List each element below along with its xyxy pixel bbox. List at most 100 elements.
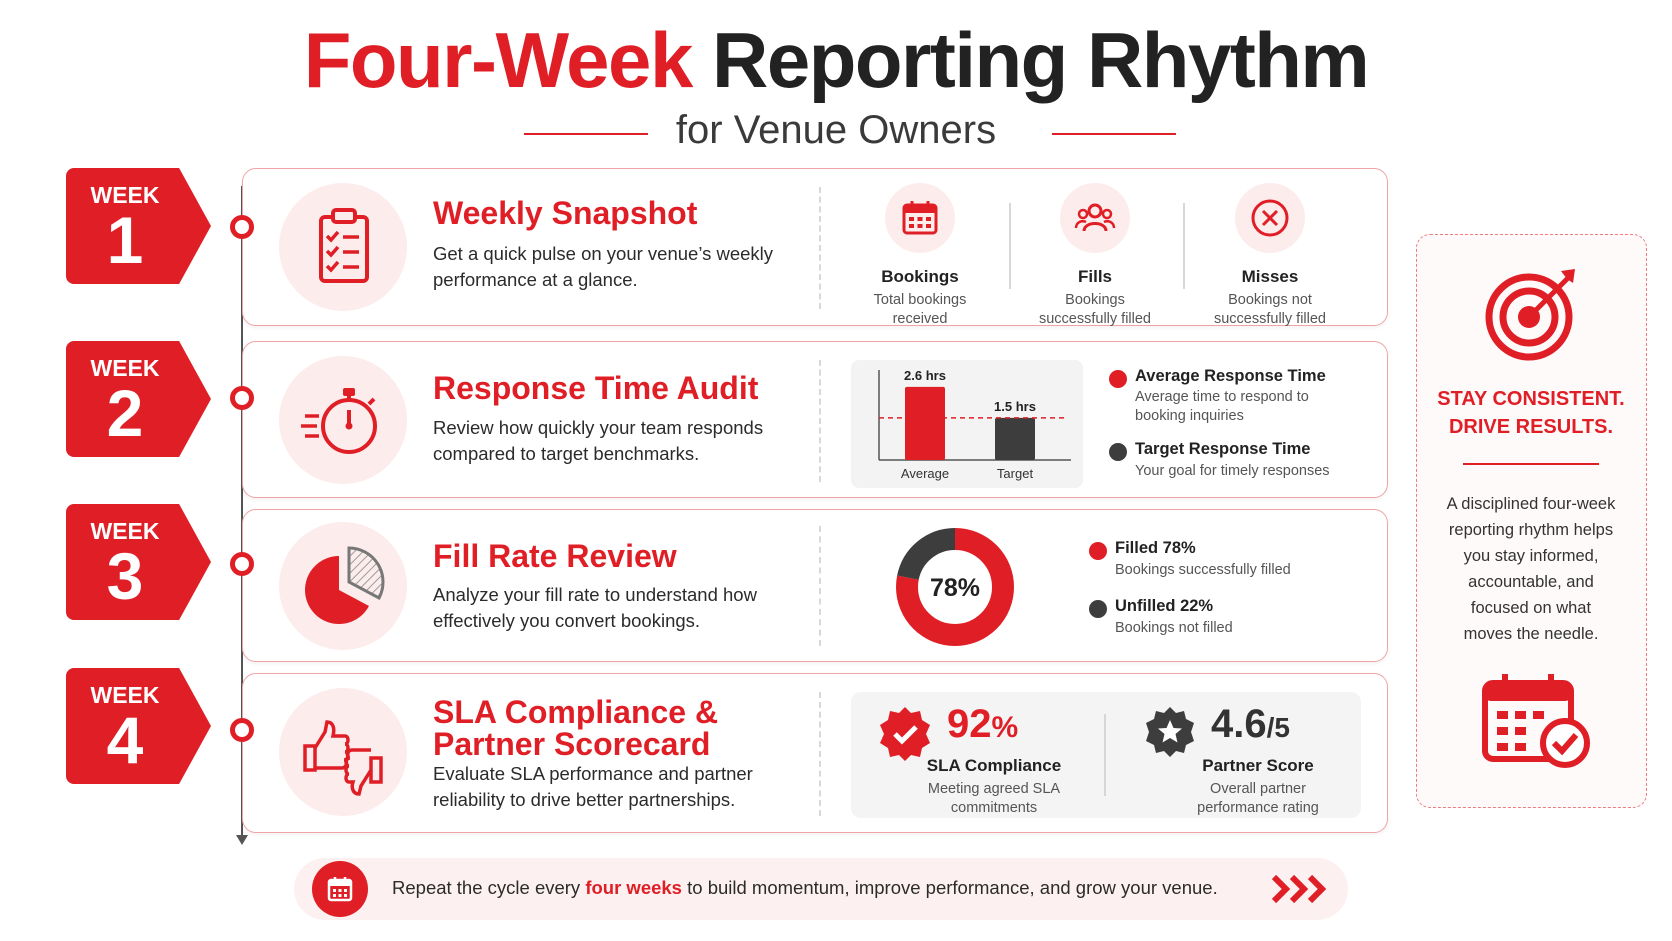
metric-desc-line: successfully filled <box>1038 310 1151 327</box>
metric-description: Bookings successfully filled <box>1010 291 1180 329</box>
week-number: 3 <box>106 539 144 613</box>
legend-desc-line: Average time to respond to <box>1135 389 1309 405</box>
x-circle-icon <box>1235 183 1305 253</box>
body-line: moves the needle. <box>1463 625 1599 644</box>
week-3-badge: WEEK 3 <box>66 504 211 620</box>
legend-target-desc: Your goal for timely responses <box>1135 463 1330 479</box>
people-icon <box>1060 183 1130 253</box>
week-4-description: Evaluate SLA performance and partner rel… <box>433 763 753 810</box>
metric-separator <box>1183 203 1185 289</box>
divider <box>819 187 821 309</box>
legend-unfilled-desc: Bookings not filled <box>1115 620 1233 636</box>
legend-dot-target <box>1109 443 1127 461</box>
calendar-icon <box>312 861 368 917</box>
title-line: Partner Scorecard <box>433 726 711 762</box>
divider <box>819 526 821 646</box>
metric-misses: Misses Bookings not successfully filled <box>1185 183 1355 327</box>
timeline-node-1 <box>230 215 254 239</box>
footer-highlight: four weeks <box>585 877 682 898</box>
timeline-arrow-icon <box>236 835 248 845</box>
footer-message: Repeat the cycle every four weeks to bui… <box>392 877 1218 899</box>
sla-description: Meeting agreed SLA commitments <box>899 780 1089 818</box>
week-label: WEEK <box>90 182 160 208</box>
response-time-chart: 2.6 hrs Average 1.5 hrs Target <box>851 360 1083 488</box>
bar-target <box>995 417 1035 460</box>
bar-category-label: Average <box>901 466 949 481</box>
week-4-badge: WEEK 4 <box>66 668 211 784</box>
badge-check-icon <box>880 707 930 761</box>
week-1-description: Get a quick pulse on your venue’s weekly… <box>433 243 774 290</box>
body-line: reporting rhythm helps <box>1448 521 1614 540</box>
sla-desc-line: commitments <box>950 799 1038 816</box>
metric-separator <box>1009 203 1011 289</box>
week-3-description: Analyze your fill rate to understand how… <box>433 584 757 631</box>
divider <box>819 692 821 816</box>
timeline-node-3 <box>230 552 254 576</box>
partner-number: 4.6 <box>1211 702 1267 746</box>
week-2-card: Response Time Audit Review how quickly y… <box>242 341 1388 498</box>
headline-line: STAY CONSISTENT. <box>1437 388 1625 410</box>
metric-description: Bookings not successfully filled <box>1185 291 1355 329</box>
scorecard-separator <box>1104 714 1106 796</box>
legend-filled-title: Filled 78% <box>1115 539 1196 557</box>
legend-dot-filled <box>1089 542 1107 560</box>
body-line: A disciplined four-week <box>1446 495 1616 513</box>
metric-desc-line: Total bookings <box>873 292 967 308</box>
week-4-title: SLA Compliance & Partner Scorecard <box>433 696 718 760</box>
week-2-badge: WEEK 2 <box>66 341 211 457</box>
metric-desc-line: Bookings not <box>1228 292 1312 308</box>
partner-label: Partner Score <box>1202 756 1314 775</box>
timeline-line <box>241 186 243 838</box>
partner-desc-line: Overall partner <box>1210 781 1306 797</box>
divider <box>819 360 821 482</box>
pie-chart-icon <box>279 522 407 650</box>
page-title: Four-Week Reporting Rhythm <box>0 16 1672 104</box>
partner-unit: /5 <box>1266 712 1290 743</box>
subtitle-rule-left <box>524 133 648 135</box>
legend-target-title: Target Response Time <box>1135 440 1311 458</box>
body-line: focused on what <box>1470 599 1592 618</box>
metric-label: Fills <box>1077 267 1112 286</box>
sidebar-headline: STAY CONSISTENT. DRIVE RESULTS. <box>1417 385 1645 441</box>
metric-label: Misses <box>1241 267 1299 286</box>
page-subtitle: for Venue Owners <box>675 108 997 152</box>
sidebar-body: A disciplined four-week reporting rhythm… <box>1431 491 1631 647</box>
week-4-card: SLA Compliance & Partner Scorecard Evalua… <box>242 673 1388 833</box>
bar-value-label: 2.6 hrs <box>904 368 946 383</box>
subtitle-rule-right <box>1052 133 1176 135</box>
week-2-description: Review how quickly your team responds co… <box>433 417 764 464</box>
timeline-node-2 <box>230 386 254 410</box>
title-highlight: Four-Week <box>303 16 694 104</box>
star-badge-icon <box>1146 707 1194 757</box>
sla-desc-line: Meeting agreed SLA <box>927 781 1061 797</box>
legend-average-title: Average Response Time <box>1135 367 1326 385</box>
metric-desc-line: Bookings <box>1065 292 1125 308</box>
bar-category-label: Target <box>997 466 1034 481</box>
legend-filled-desc: Bookings successfully filled <box>1115 562 1291 578</box>
week-number: 2 <box>106 376 144 450</box>
bar-chart-svg: 2.6 hrs Average 1.5 hrs Target <box>878 368 1071 481</box>
week-3-card: Fill Rate Review Analyze your fill rate … <box>242 509 1388 662</box>
title-main: Reporting Rhythm <box>712 16 1370 104</box>
sla-label: SLA Compliance <box>926 756 1062 775</box>
week-label: WEEK <box>90 355 160 381</box>
week-1-card: Weekly Snapshot Get a quick pulse on you… <box>242 168 1388 327</box>
partner-value: 4.6/5 <box>1211 702 1290 747</box>
week-number: 1 <box>106 203 144 277</box>
metric-label: Bookings <box>881 267 959 286</box>
scorecard-panel: 92% SLA Compliance Meeting agreed SLA com… <box>851 692 1361 818</box>
week-number: 4 <box>106 703 144 777</box>
stopwatch-icon <box>279 356 407 484</box>
body-line: you stay informed, <box>1463 547 1599 566</box>
consistency-sidebar: STAY CONSISTENT. DRIVE RESULTS. A discipl… <box>1416 234 1647 808</box>
week-3-title: Fill Rate Review <box>433 538 677 574</box>
fill-rate-donut: 78% <box>896 528 1014 646</box>
week-1-badge: WEEK 1 <box>66 168 211 284</box>
clipboard-checklist-icon <box>279 183 407 311</box>
partner-description: Overall partner performance rating <box>1163 780 1353 818</box>
week-1-title: Weekly Snapshot <box>433 195 698 231</box>
legend-dot-average <box>1109 370 1127 388</box>
footer-text-part: Repeat the cycle every <box>392 877 586 898</box>
metric-fills: Fills Bookings successfully filled <box>1010 183 1180 327</box>
headline-line: DRIVE RESULTS. <box>1448 416 1614 438</box>
